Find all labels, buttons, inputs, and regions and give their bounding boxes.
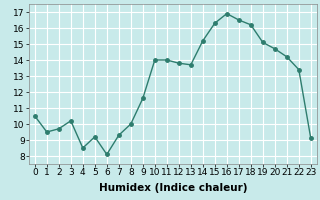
X-axis label: Humidex (Indice chaleur): Humidex (Indice chaleur) bbox=[99, 183, 247, 193]
